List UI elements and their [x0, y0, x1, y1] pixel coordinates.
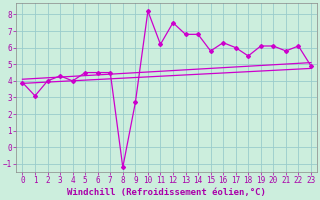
X-axis label: Windchill (Refroidissement éolien,°C): Windchill (Refroidissement éolien,°C)	[67, 188, 266, 197]
